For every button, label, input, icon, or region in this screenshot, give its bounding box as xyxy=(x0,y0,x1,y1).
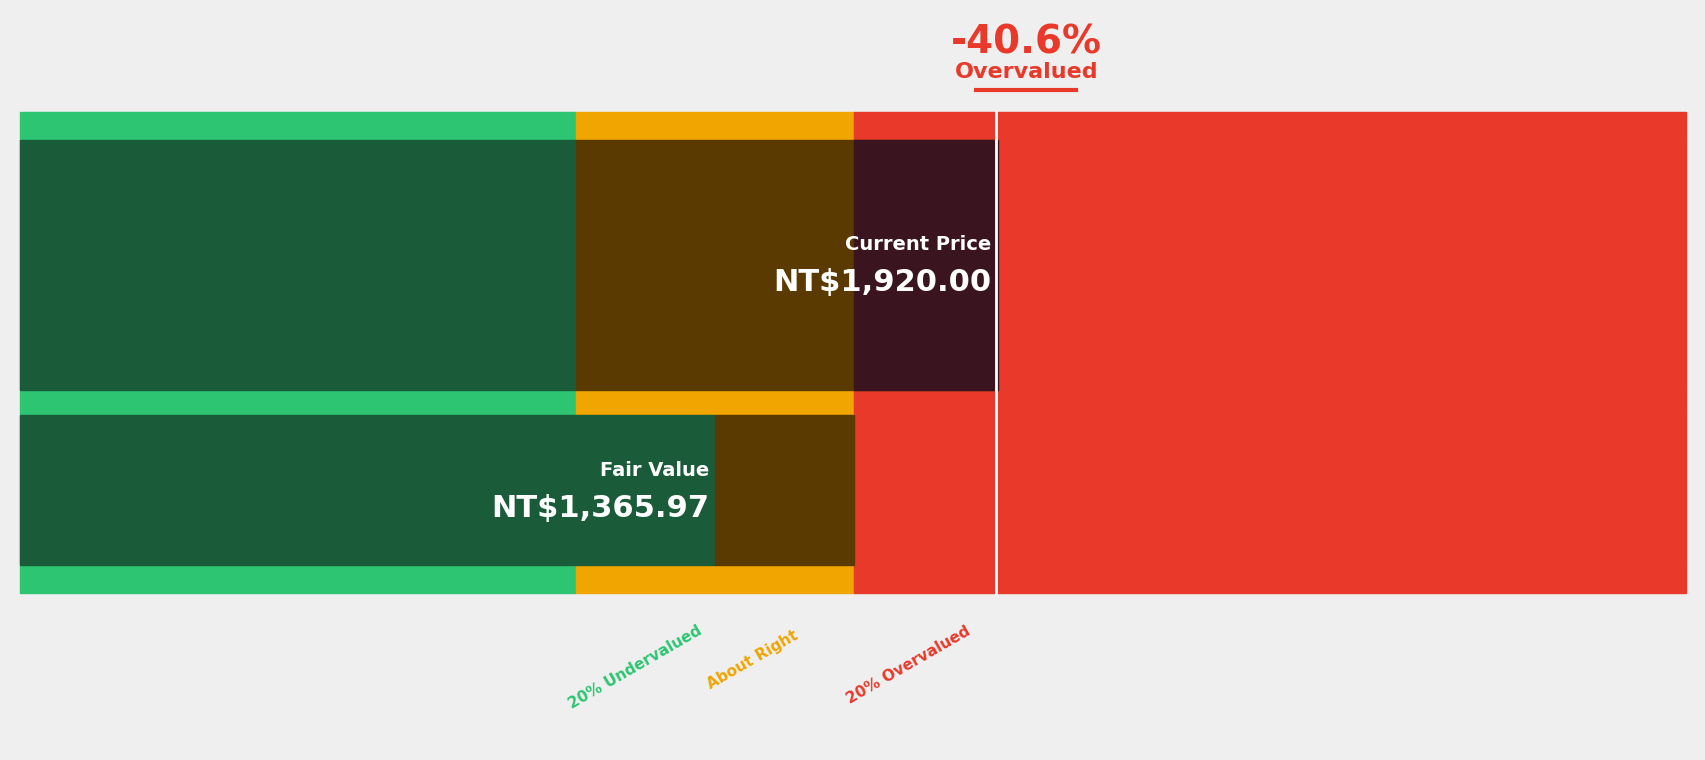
Text: Overvalued: Overvalued xyxy=(955,62,1098,82)
Bar xyxy=(852,140,1685,390)
Bar xyxy=(575,565,852,593)
Bar xyxy=(852,415,1685,565)
Bar xyxy=(20,415,714,565)
Text: About Right: About Right xyxy=(704,628,800,692)
Bar xyxy=(20,565,575,593)
Bar xyxy=(575,140,996,390)
Bar xyxy=(20,112,575,140)
Text: -40.6%: -40.6% xyxy=(950,23,1101,61)
Text: Fair Value: Fair Value xyxy=(600,461,709,480)
Bar xyxy=(575,112,852,140)
Bar xyxy=(20,415,575,565)
Bar xyxy=(575,390,852,415)
Bar xyxy=(852,112,1685,140)
Text: NT$1,365.97: NT$1,365.97 xyxy=(491,493,709,523)
Bar xyxy=(20,140,575,390)
Text: 20% Overvalued: 20% Overvalued xyxy=(842,623,972,706)
Bar xyxy=(20,140,575,390)
Bar xyxy=(575,140,852,390)
Bar xyxy=(575,415,852,565)
Text: NT$1,920.00: NT$1,920.00 xyxy=(772,268,991,297)
Bar xyxy=(852,140,997,390)
Bar xyxy=(714,415,852,565)
Text: 20% Undervalued: 20% Undervalued xyxy=(566,623,704,711)
Bar xyxy=(852,390,1685,415)
Bar xyxy=(20,390,575,415)
Bar xyxy=(852,565,1685,593)
Text: Current Price: Current Price xyxy=(844,236,991,255)
